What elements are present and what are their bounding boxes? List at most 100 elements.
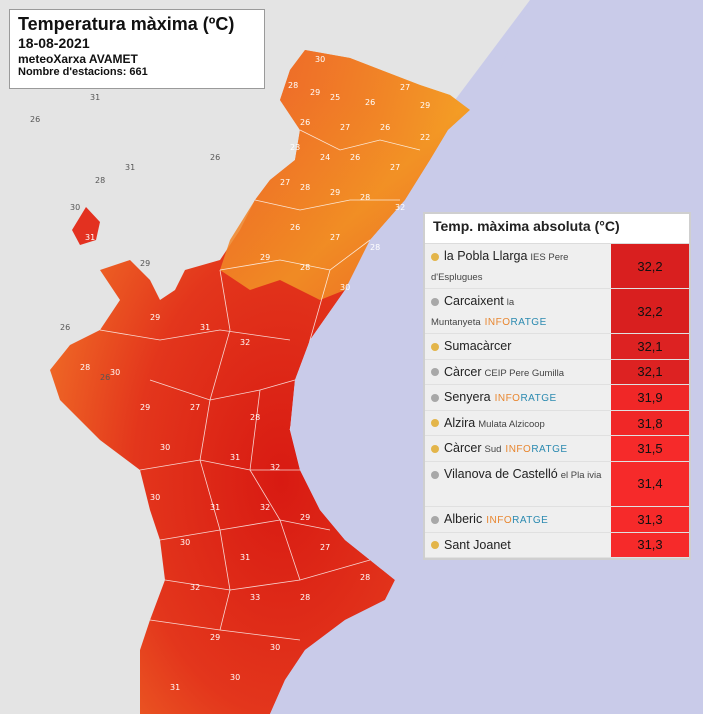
station-temperature-label: 31	[230, 453, 240, 462]
outside-temperature-label: 26	[210, 153, 220, 162]
station-temperature-label: 32	[260, 503, 270, 512]
station-temperature-label: 29	[150, 313, 160, 322]
station-temperature-label: 26	[380, 123, 390, 132]
station-subname: el Pla ivia	[560, 469, 602, 481]
station-temperature-label: 29	[420, 101, 430, 110]
station-name-cell: Alberic INFORATGE	[425, 506, 611, 532]
station-temperature-label: 27	[390, 163, 400, 172]
station-temperature-label: 26	[300, 118, 310, 127]
station-name: Sant Joanet	[444, 537, 511, 552]
station-name-cell: Carcaixent la Muntanyeta INFORATGE	[425, 289, 611, 333]
table-row[interactable]: Alberic INFORATGE 31,3	[425, 506, 689, 533]
temperature-value: 31,8	[611, 410, 689, 436]
station-temperature-label: 28	[300, 263, 310, 272]
station-name-cell: Alzira Mulata Alzicoop	[425, 410, 611, 436]
station-type-dot-icon	[431, 515, 439, 524]
inforatge-logo: INFORATGE	[484, 317, 547, 328]
temperature-value: 32,2	[611, 289, 689, 333]
station-name: Senyera	[444, 390, 491, 405]
table-row[interactable]: Sant Joanet 31,3	[425, 532, 689, 559]
temperature-value: 31,3	[611, 506, 689, 532]
station-temperature-label: 31	[210, 503, 220, 512]
station-temperature-label: 30	[230, 673, 240, 682]
station-type-dot-icon	[431, 419, 439, 428]
station-subname: la Muntanyeta	[431, 297, 515, 328]
station-name-cell: Sant Joanet	[425, 532, 611, 558]
station-temperature-label: 29	[140, 403, 150, 412]
station-temperature-label: 30	[340, 283, 350, 292]
station-temperature-labels: 30 28 29 25 26 27 29 26 27 26 22 23 24 26 27 27 28 29 28 32…	[80, 55, 430, 692]
station-temperature-label: 29	[310, 88, 320, 97]
table-row[interactable]: Alzira Mulata Alzicoop 31,8	[425, 410, 689, 437]
north-region	[220, 50, 470, 300]
table-header: Temp. màxima absoluta (°C)	[425, 214, 689, 244]
station-temperature-label: 29	[210, 633, 220, 642]
temperature-value: 32,2	[611, 244, 689, 288]
station-subname: IES Pere d'Esplugues	[431, 252, 569, 283]
table-row[interactable]: la Pobla Llarga IES Pere d'Esplugues 32,2	[425, 244, 689, 289]
stations-count: Nombre d'estacions: 661	[18, 66, 148, 78]
station-name-cell: Càrcer Sud INFORATGE	[425, 436, 611, 461]
map-date: 18-08-2021	[18, 35, 90, 51]
outside-temperature-label: 26	[30, 115, 40, 124]
station-temperature-label: 32	[240, 338, 250, 347]
station-temperature-label: 27	[280, 178, 290, 187]
station-temperature-label: 26	[290, 223, 300, 232]
station-name: la Pobla Llarga	[444, 249, 528, 263]
max-temp-table: Temp. màxima absoluta (°C) la Pobla Llar…	[423, 212, 691, 561]
station-type-dot-icon	[431, 297, 439, 306]
station-temperature-label: 32	[395, 203, 405, 212]
station-type-dot-icon	[431, 252, 439, 261]
station-temperature-label: 26	[350, 153, 360, 162]
table-row[interactable]: Senyera INFORATGE 31,9	[425, 385, 689, 411]
station-type-dot-icon	[431, 342, 439, 351]
temperature-value: 31,3	[611, 532, 689, 558]
station-temperature-label: 28	[300, 183, 310, 192]
station-temperature-label: 25	[330, 93, 340, 102]
station-temperature-label: 31	[170, 683, 180, 692]
table-row[interactable]: Carcaixent la Muntanyeta INFORATGE 32,2	[425, 289, 689, 334]
station-temperature-label: 27	[190, 403, 200, 412]
station-temperature-label: 30	[150, 493, 160, 502]
exclave-rincon	[72, 207, 100, 245]
station-temperature-label: 23	[290, 143, 300, 152]
map-title: Temperatura màxima (ºC)	[18, 14, 235, 34]
station-temperature-label: 28	[288, 81, 298, 90]
station-name-cell: la Pobla Llarga IES Pere d'Esplugues	[425, 244, 611, 288]
station-temperature-label: 27	[330, 233, 340, 242]
station-subname: Mulata Alzicoop	[478, 418, 545, 430]
table-row[interactable]: Càrcer CEIP Pere Gumilla 32,1	[425, 359, 689, 386]
station-type-dot-icon	[431, 393, 439, 402]
station-name-cell: Sumacàrcer	[425, 334, 611, 359]
station-temperature-label: 30	[180, 538, 190, 547]
temperature-value: 32,1	[611, 334, 689, 359]
table-row[interactable]: Vilanova de Castelló el Pla ivia 31,4	[425, 461, 689, 507]
station-temperature-label: 33	[250, 593, 260, 602]
station-temperature-label: 22	[420, 133, 430, 142]
station-temperature-label: 28	[300, 593, 310, 602]
station-temperature-label: 28	[360, 573, 370, 582]
station-temperature-label: 28	[360, 193, 370, 202]
station-temperature-label: 32	[270, 463, 280, 472]
station-type-dot-icon	[431, 541, 439, 550]
station-temperature-label: 31	[240, 553, 250, 562]
station-name: Càrcer	[444, 364, 482, 379]
outside-temperature-label: 28	[95, 176, 105, 185]
station-temperature-label: 30	[110, 368, 120, 377]
station-name: Càrcer	[444, 441, 482, 456]
inforatge-logo: INFORATGE	[486, 514, 549, 526]
station-temperature-label: 28	[370, 243, 380, 252]
title-box: Temperatura màxima (ºC) 18-08-2021 meteo…	[9, 9, 265, 89]
outside-temperature-label: 26	[100, 373, 110, 382]
temperature-value: 31,4	[611, 461, 689, 506]
table-row[interactable]: Sumacàrcer 32,1	[425, 334, 689, 360]
station-temperature-label: 31	[85, 233, 95, 242]
station-temperature-label: 28	[80, 363, 90, 372]
station-temperature-label: 29	[330, 188, 340, 197]
station-name: Alzira	[444, 415, 476, 430]
inforatge-logo: INFORATGE	[494, 393, 557, 405]
station-type-dot-icon	[431, 368, 439, 377]
station-name-cell: Senyera INFORATGE	[425, 385, 611, 410]
temperature-value: 32,1	[611, 359, 689, 385]
table-row[interactable]: Càrcer Sud INFORATGE 31,5	[425, 436, 689, 462]
